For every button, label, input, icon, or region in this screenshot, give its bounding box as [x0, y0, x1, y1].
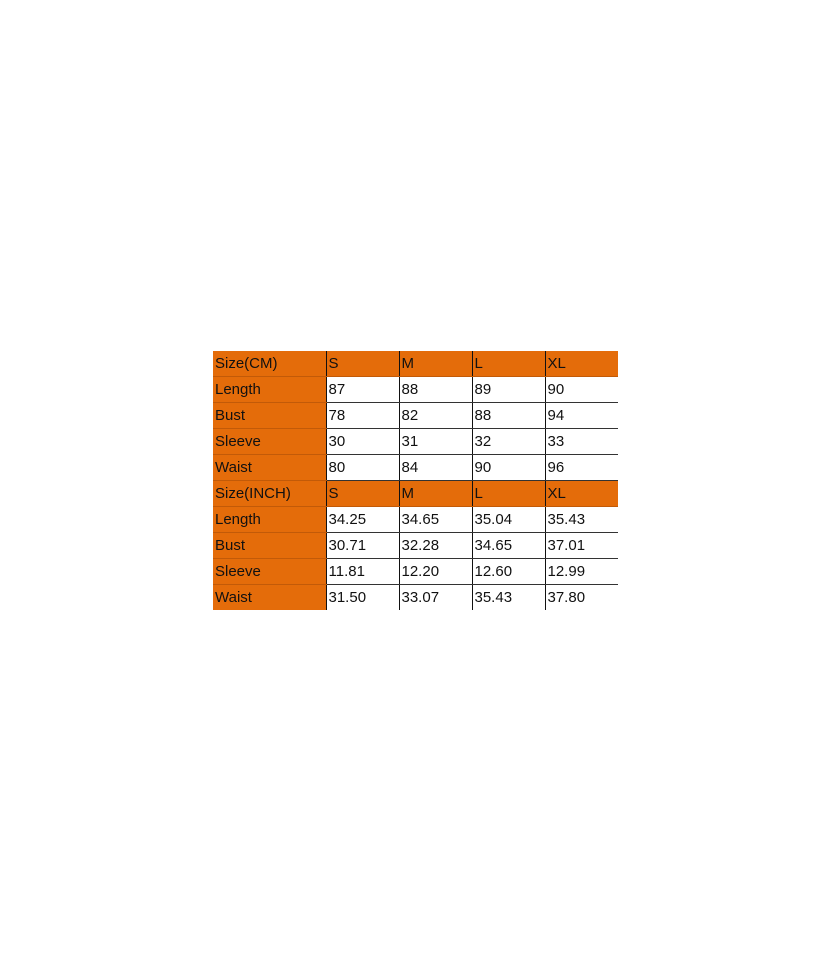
size-chart-table: Size(CM) S M L XL Length 87 88 89 90 Bust 78 82 88 94 S… [213, 351, 618, 610]
table-row: Length 34.25 34.65 35.04 35.43 [213, 506, 618, 533]
row-label: Sleeve [213, 428, 326, 455]
header-row: Size(INCH) S M L XL [213, 480, 618, 507]
row-label: Bust [213, 532, 326, 559]
value-cell: 30.71 [325, 532, 399, 559]
value-cell: 32 [471, 428, 545, 455]
row-label: Length [213, 506, 326, 533]
row-label: Length [213, 376, 326, 403]
value-cell: 80 [325, 454, 399, 481]
value-cell: 84 [398, 454, 472, 481]
header-row: Size(CM) S M L XL [213, 351, 618, 377]
value-cell: 35.43 [471, 584, 545, 610]
table-row: Bust 78 82 88 94 [213, 402, 618, 429]
value-cell: 33 [544, 428, 618, 455]
value-cell: 37.01 [544, 532, 618, 559]
table-row: Sleeve 11.81 12.20 12.60 12.99 [213, 558, 618, 585]
value-cell: 34.65 [471, 532, 545, 559]
value-cell: 32.28 [398, 532, 472, 559]
value-cell: 90 [544, 376, 618, 403]
value-cell: 33.07 [398, 584, 472, 610]
table-row: Waist 80 84 90 96 [213, 454, 618, 481]
value-cell: 34.65 [398, 506, 472, 533]
value-cell: 31 [398, 428, 472, 455]
header-cell: XL [544, 351, 618, 377]
value-cell: 90 [471, 454, 545, 481]
value-cell: 94 [544, 402, 618, 429]
table-row: Length 87 88 89 90 [213, 376, 618, 403]
value-cell: 11.81 [325, 558, 399, 585]
value-cell: 35.43 [544, 506, 618, 533]
value-cell: 89 [471, 376, 545, 403]
row-label: Sleeve [213, 558, 326, 585]
header-cell: L [471, 480, 545, 507]
header-cell: Size(CM) [213, 351, 326, 377]
value-cell: 37.80 [544, 584, 618, 610]
table-row: Bust 30.71 32.28 34.65 37.01 [213, 532, 618, 559]
value-cell: 34.25 [325, 506, 399, 533]
value-cell: 96 [544, 454, 618, 481]
header-cell: Size(INCH) [213, 480, 326, 507]
value-cell: 30 [325, 428, 399, 455]
value-cell: 12.99 [544, 558, 618, 585]
header-cell: XL [544, 480, 618, 507]
table-row: Sleeve 30 31 32 33 [213, 428, 618, 455]
value-cell: 35.04 [471, 506, 545, 533]
table-row: Waist 31.50 33.07 35.43 37.80 [213, 584, 618, 610]
value-cell: 78 [325, 402, 399, 429]
value-cell: 87 [325, 376, 399, 403]
value-cell: 12.20 [398, 558, 472, 585]
value-cell: 12.60 [471, 558, 545, 585]
header-cell: L [471, 351, 545, 377]
value-cell: 31.50 [325, 584, 399, 610]
value-cell: 88 [471, 402, 545, 429]
row-label: Bust [213, 402, 326, 429]
header-cell: M [398, 351, 472, 377]
header-cell: M [398, 480, 472, 507]
row-label: Waist [213, 454, 326, 481]
row-label: Waist [213, 584, 326, 610]
header-cell: S [325, 480, 399, 507]
value-cell: 82 [398, 402, 472, 429]
header-cell: S [325, 351, 399, 377]
value-cell: 88 [398, 376, 472, 403]
